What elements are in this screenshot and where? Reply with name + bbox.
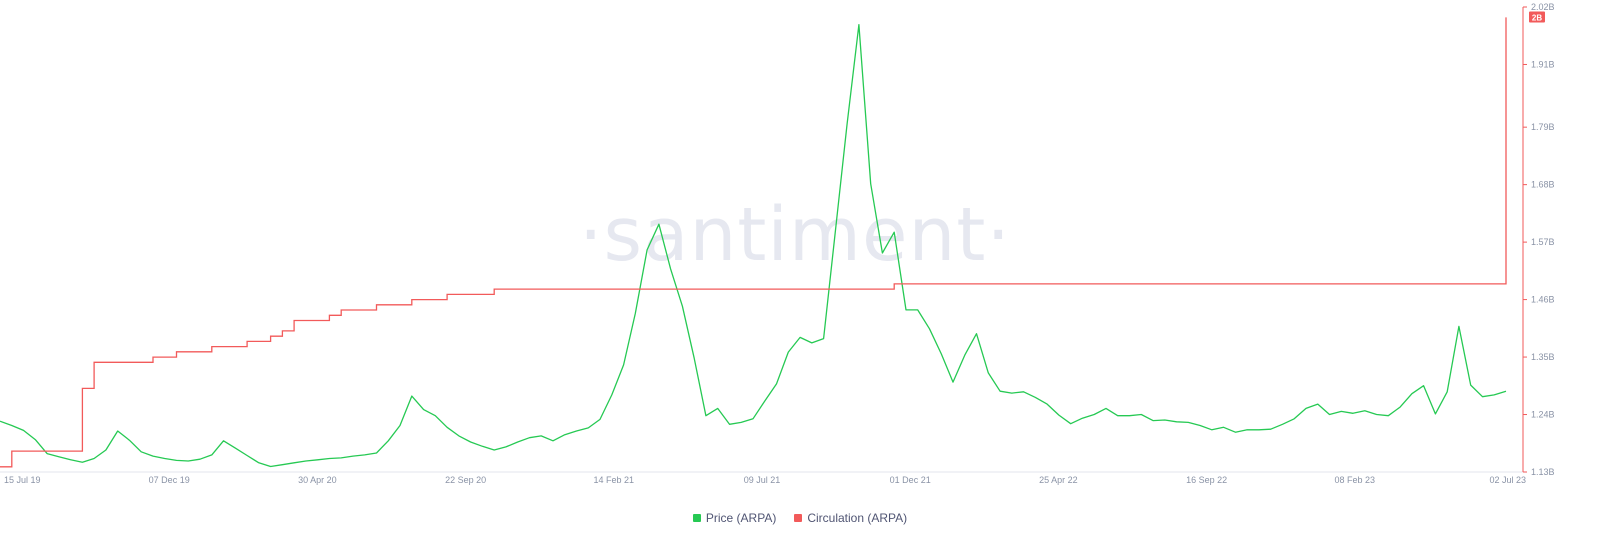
x-tick-label: 01 Dec 21	[890, 475, 931, 485]
axes	[0, 7, 1524, 473]
santiment-watermark: ·santiment·	[579, 192, 1011, 278]
y-tick-label: 2.02B	[1531, 2, 1555, 12]
series-line-price	[0, 24, 1507, 468]
y-tick-label: 1.91B	[1531, 59, 1555, 69]
legend-item-circulation[interactable]: Circulation (ARPA)	[794, 511, 907, 525]
series-lines	[0, 17, 1507, 468]
y-tick-label: 1.68B	[1531, 180, 1555, 190]
y-tick-label: 1.46B	[1531, 295, 1555, 305]
y-tick-label: 1.57B	[1531, 237, 1555, 247]
legend-swatch-price	[692, 514, 701, 522]
legend: Price (ARPA) Circulation (ARPA)	[0, 511, 1600, 525]
legend-label-circulation: Circulation (ARPA)	[807, 511, 908, 525]
legend-item-price[interactable]: Price (ARPA)	[692, 511, 777, 525]
y-tick-label: 1.35B	[1531, 352, 1555, 362]
x-tick-label: 16 Sep 22	[1186, 475, 1227, 485]
x-tick-label: 02 Jul 23	[1489, 475, 1526, 485]
y-tick-label: 1.13B	[1531, 467, 1555, 477]
x-tick-label: 15 Jul 19	[4, 475, 41, 485]
x-tick-label: 09 Jul 21	[744, 475, 781, 485]
y-tick-label: 1.24B	[1531, 410, 1555, 420]
x-tick-label: 22 Sep 20	[445, 475, 486, 485]
current-value-badge: 2B	[1529, 11, 1545, 23]
y-axis-ticks: 2.02B 1.91B 1.79B 1.68B 1.57B 1.46B 1.35B 1.24B…	[1523, 2, 1555, 477]
current-value-badge-text: 2B	[1532, 13, 1542, 22]
x-tick-label: 08 Feb 23	[1335, 475, 1376, 485]
x-tick-label: 25 Apr 22	[1039, 475, 1078, 485]
x-axis-ticks: 15 Jul 19 07 Dec 19 30 Apr 20 22 Sep 20 14 F…	[4, 475, 1526, 485]
legend-label-price: Price (ARPA)	[705, 511, 777, 525]
series-line-circulation	[0, 17, 1507, 468]
legend-swatch-circulation	[794, 514, 803, 522]
x-tick-label: 30 Apr 20	[298, 475, 337, 485]
current-value-badge-bg	[1529, 11, 1545, 23]
x-tick-label: 14 Feb 21	[594, 475, 635, 485]
y-tick-label: 1.79B	[1531, 122, 1555, 132]
x-tick-label: 07 Dec 19	[149, 475, 190, 485]
